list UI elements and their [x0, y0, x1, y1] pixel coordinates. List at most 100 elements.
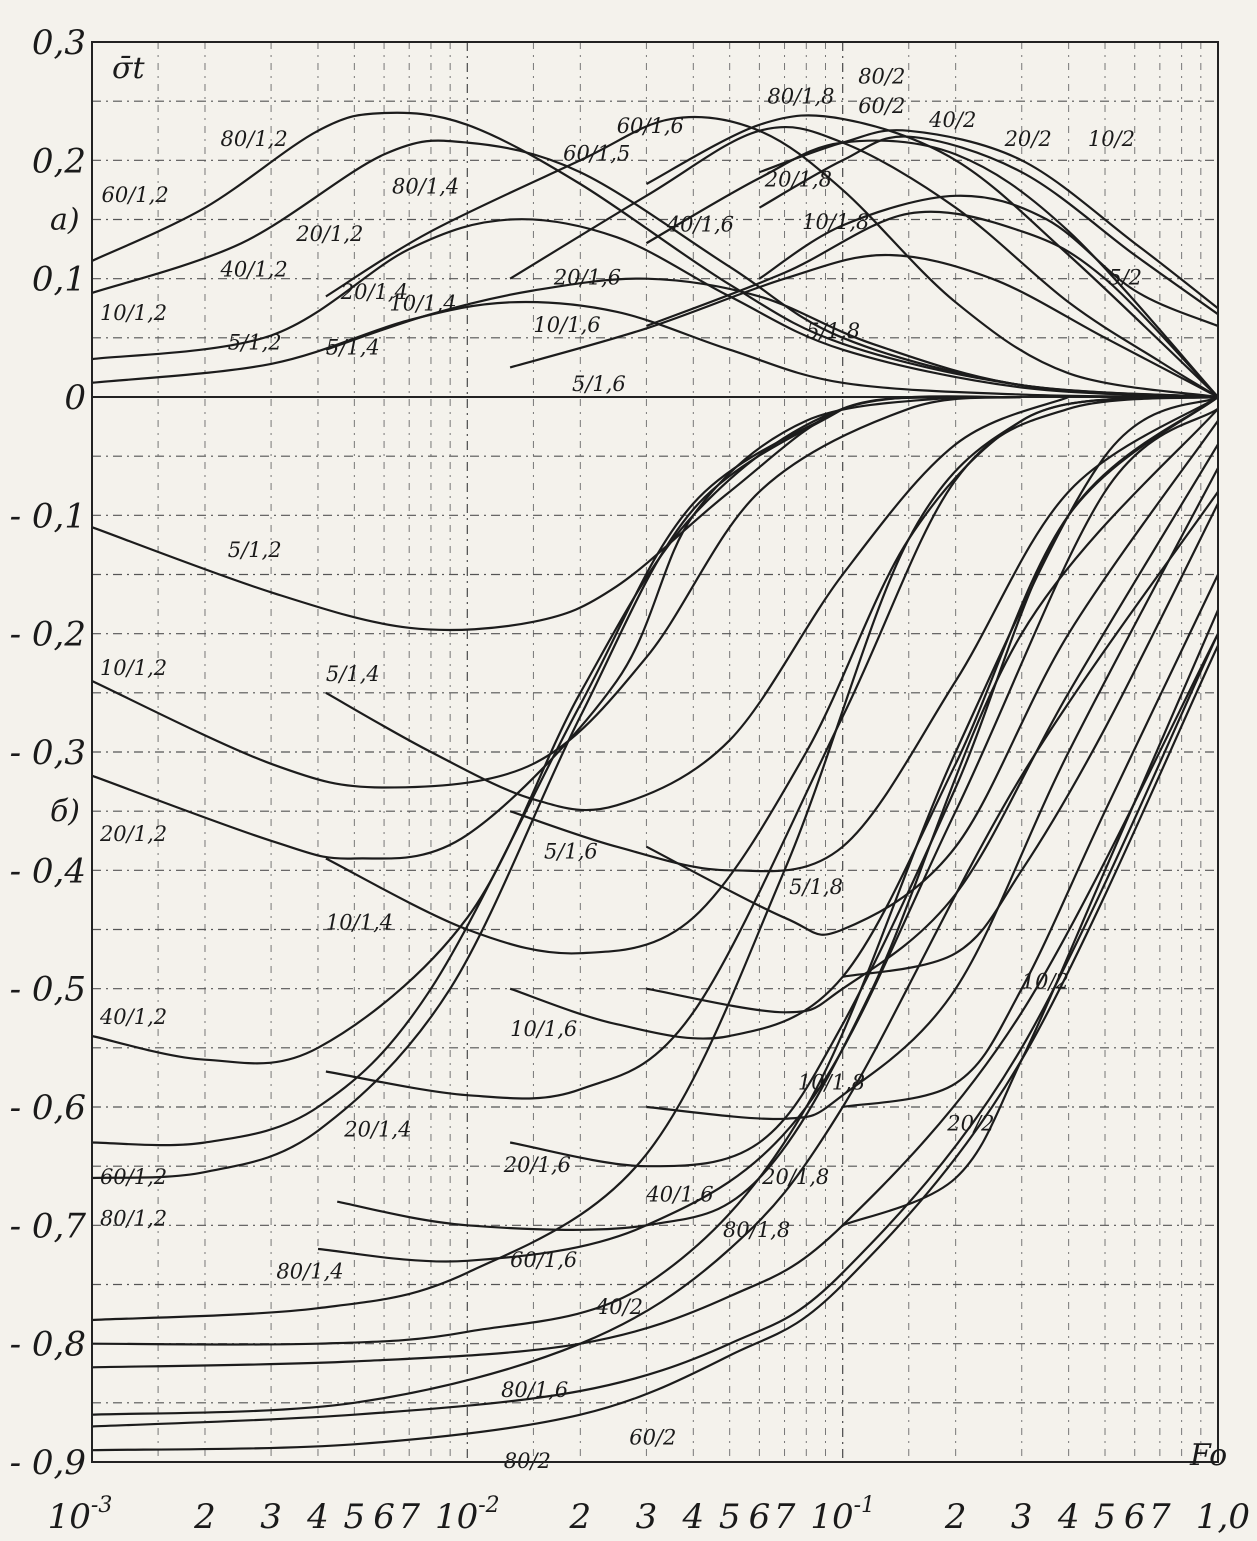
series-line-a-60-1-2: [91, 111, 1219, 399]
curve-label: 20/1,2: [99, 822, 167, 846]
x-tick-label: 3: [260, 1497, 282, 1537]
curve-label: 40/1,2: [220, 257, 288, 281]
tick-label-group: 10-3 2 3 4 5 6 7 10-2 2 3 4 5 6 7 10-1 2 3 4 5 6 7 1,00,30,20…: [10, 23, 1250, 1537]
y-axis-symbol: σ̄t: [112, 51, 145, 86]
curve-label: 40/2: [595, 1295, 643, 1319]
series-line-b-10-2: [842, 574, 1219, 1109]
curve-label: 10/1,8: [802, 210, 869, 234]
y-tick-label: - 0,9: [10, 1443, 86, 1483]
y-tick-label: - 0,2: [10, 615, 86, 655]
series-line-b-5-1-4: [325, 395, 1070, 812]
x-tick-label: 6: [373, 1497, 395, 1537]
y-tick-label: 0: [64, 378, 86, 418]
series-line-a-80-2: [759, 129, 1219, 310]
curve-label: 20/1,6: [503, 1153, 571, 1177]
series-line-b-80-1-8: [91, 491, 1219, 1416]
series-line-a-10-1-2: [91, 218, 1219, 399]
x-tick-label: 3: [1011, 1497, 1033, 1537]
x-tick-label: 7: [774, 1497, 796, 1537]
curve-label: 5/2: [1108, 266, 1142, 290]
series-line-b-20-1-4: [325, 395, 1219, 1100]
x-tick-label: 1,0: [1196, 1497, 1250, 1537]
y-tick-label: - 0,3: [10, 733, 86, 773]
curve-label: 5/1,2: [228, 331, 282, 355]
curve-label: 40/2: [928, 108, 976, 132]
curve-label: 10/1,8: [798, 1070, 865, 1094]
y-tick-label: 0,2: [32, 141, 86, 181]
x-tick-label: 5: [344, 1497, 366, 1537]
x-tick-label: 6: [1124, 1497, 1146, 1537]
curve-label: 60/1,6: [510, 1248, 577, 1272]
curve-label: 20/1,4: [340, 280, 408, 304]
y-tick-label: - 0,7: [10, 1206, 87, 1246]
curve-label: 20/1,2: [295, 222, 363, 246]
series-line-b-40-1-6: [337, 408, 1219, 1231]
curve-label: 80/1,8: [767, 85, 834, 109]
curve-label: 5/1,8: [806, 319, 860, 343]
curve-label: 10/1,6: [510, 1017, 577, 1041]
curve-label: 10/1,2: [100, 656, 167, 680]
curve-label: 80/1,2: [100, 1206, 167, 1230]
y-tick-label: - 0,8: [10, 1325, 86, 1365]
x-tick-label: 10-3: [48, 1493, 113, 1537]
curve-label: 5/1,8: [789, 875, 843, 899]
series-line-b-20-2: [842, 609, 1220, 1227]
curve-label: 20/1,6: [553, 266, 621, 290]
x-tick-label: 2: [193, 1497, 216, 1537]
curve-label: 10/1,4: [326, 911, 393, 935]
x-tick-label: 4: [681, 1497, 704, 1537]
x-tick-label: 5: [719, 1497, 741, 1537]
curve-label: 5/1,4: [326, 662, 380, 686]
curve-label: 5/1,6: [544, 840, 598, 864]
panel-label-group: a) б): [50, 203, 80, 830]
x-tick-label: 2: [944, 1497, 967, 1537]
curve-label: 60/2: [858, 94, 905, 118]
axes-group: [91, 41, 1219, 1463]
series-line-a-80-1-8: [645, 114, 1219, 398]
curve-label: 40/1,6: [645, 1183, 713, 1207]
series-line-b-40-1-2: [91, 395, 1022, 1065]
curve-label-group: 80/1,2 60/1,2 80/1,4 20/1,2 40/1,2 10/1,2 5/1,…: [99, 64, 1142, 1472]
series-line-b-20-1-2: [91, 395, 956, 860]
series-line-b-40-2: [91, 633, 1219, 1369]
series-line-b-5-1-8: [645, 420, 1219, 936]
y-tick-label: 0,1: [32, 260, 86, 300]
series-line-a-20-1-6: [509, 125, 1219, 398]
y-tick-label: 0,3: [32, 23, 86, 63]
curve-label: 80/1,8: [723, 1218, 790, 1242]
x-tick-label: 3: [636, 1497, 658, 1537]
curve-label: 20/1,4: [343, 1118, 411, 1142]
x-tick-exponent: -1: [854, 1493, 875, 1518]
series-line-a-5-2: [758, 194, 1219, 328]
x-axis-title: Fo: [1189, 1438, 1227, 1473]
curve-label: 80/1,4: [276, 1260, 343, 1284]
y-tick-label: - 0,6: [10, 1088, 86, 1128]
series-line-b-60-2: [91, 633, 1219, 1428]
x-tick-label: 2: [568, 1497, 591, 1537]
panel-label: a): [50, 203, 80, 238]
curve-label: 40/1,2: [99, 1005, 167, 1029]
series-line-a-5-1-6: [509, 253, 1219, 398]
series-line-a-5-1-8: [646, 210, 1219, 398]
curve-label: 80/1,4: [392, 174, 459, 198]
series-line-b-80-1-4: [91, 395, 1135, 1322]
curve-label: 10/1,6: [533, 313, 600, 337]
curve-label: 10/1,4: [389, 292, 456, 316]
plot-frame: [91, 41, 1219, 1463]
panel-label: б): [50, 794, 80, 829]
series-line-b-80-1-2: [91, 407, 844, 1180]
curve-label: 80/1,6: [501, 1378, 568, 1402]
curve-label: 60/1,6: [617, 114, 684, 138]
curve-label: 5/1,2: [228, 538, 282, 562]
series-line-b-60-1-6: [317, 407, 1219, 1263]
x-tick-label: 4: [1057, 1497, 1080, 1537]
x-tick-label: 4: [306, 1497, 329, 1537]
x-tick-label: 6: [749, 1497, 771, 1537]
series-line-a-5-1-2: [91, 300, 1219, 399]
x-tick-label: 5: [1094, 1497, 1116, 1537]
x-tick-exponent: -3: [91, 1493, 112, 1518]
curve-label: 10/2: [1088, 127, 1135, 151]
curve-label: 5/1,6: [572, 372, 626, 396]
series-line-a-20-1-4: [325, 115, 1219, 399]
curve-label: 20/2: [1004, 127, 1052, 151]
